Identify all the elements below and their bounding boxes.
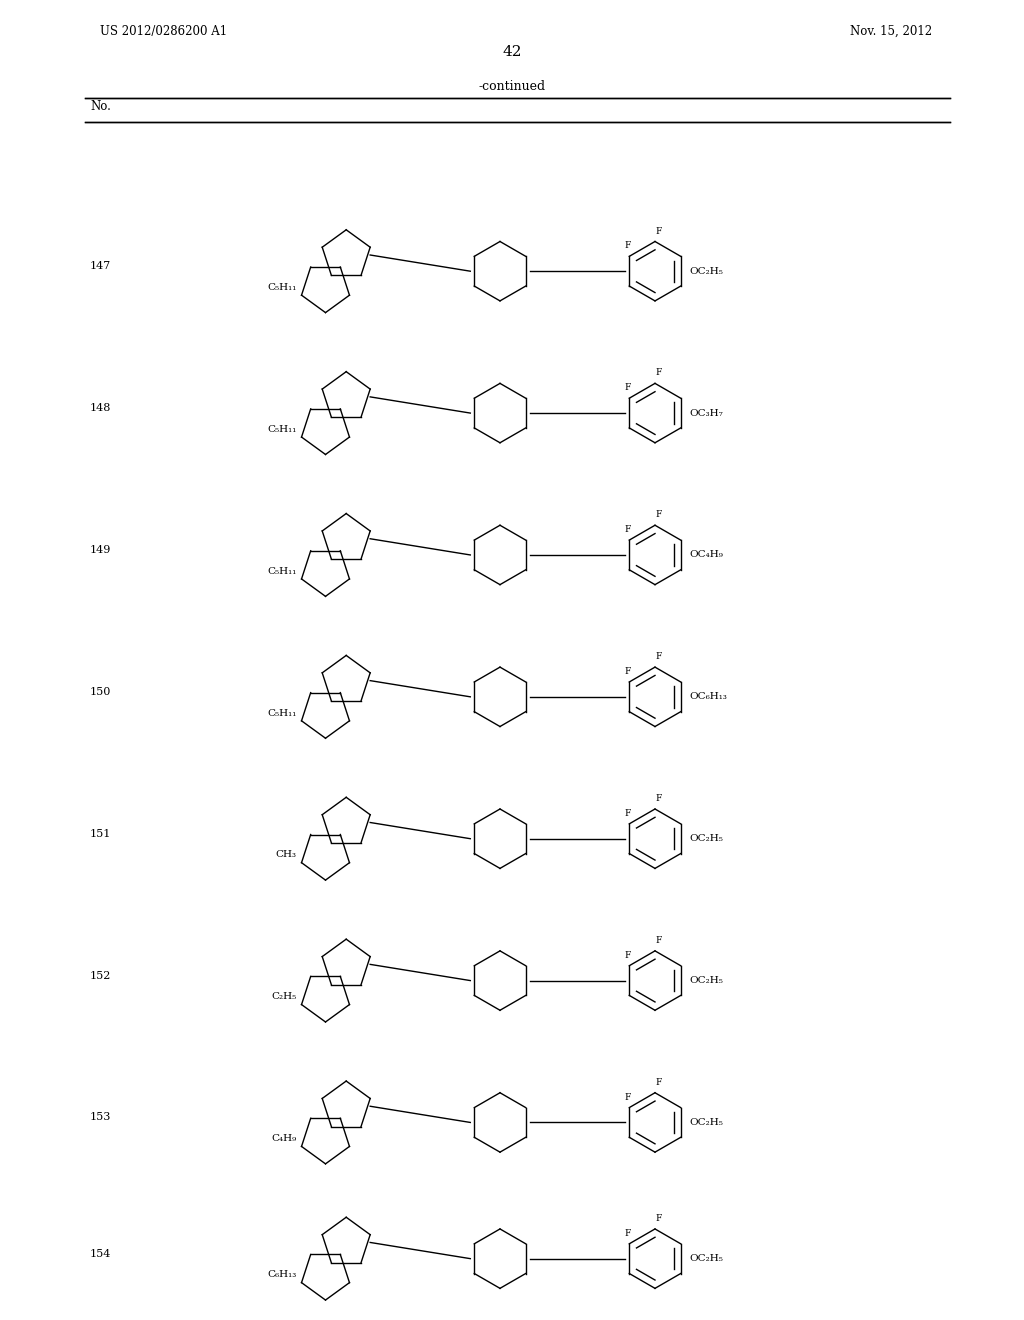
Text: OC₂H₅: OC₂H₅	[690, 267, 724, 276]
Text: C₆H₁₃: C₆H₁₃	[267, 1270, 297, 1279]
Text: Nov. 15, 2012: Nov. 15, 2012	[850, 25, 932, 38]
Text: OC₂H₅: OC₂H₅	[690, 975, 724, 985]
Text: C₄H₉: C₄H₉	[271, 1134, 297, 1143]
Text: 153: 153	[90, 1113, 112, 1122]
Text: F: F	[624, 950, 631, 960]
Text: No.: No.	[90, 100, 111, 114]
Text: 151: 151	[90, 829, 112, 838]
Text: OC₂H₅: OC₂H₅	[690, 1254, 724, 1263]
Text: F: F	[655, 227, 663, 235]
Text: CH₃: CH₃	[275, 850, 297, 859]
Text: F: F	[655, 795, 663, 803]
Text: F: F	[624, 1093, 631, 1102]
Text: C₅H₁₁: C₅H₁₁	[267, 709, 297, 718]
Text: 147: 147	[90, 261, 112, 271]
Text: 149: 149	[90, 545, 112, 554]
Text: F: F	[624, 667, 631, 676]
Text: OC₂H₅: OC₂H₅	[690, 1118, 724, 1127]
Text: F: F	[655, 652, 663, 661]
Text: 148: 148	[90, 403, 112, 413]
Text: F: F	[655, 1077, 663, 1086]
Text: OC₆H₁₃: OC₆H₁₃	[690, 692, 728, 701]
Text: 152: 152	[90, 970, 112, 981]
Text: F: F	[655, 368, 663, 378]
Text: 42: 42	[502, 45, 522, 59]
Text: F: F	[655, 1214, 663, 1222]
Text: C₅H₁₁: C₅H₁₁	[267, 566, 297, 576]
Text: 154: 154	[90, 1249, 112, 1259]
Text: F: F	[624, 525, 631, 535]
Text: US 2012/0286200 A1: US 2012/0286200 A1	[100, 25, 227, 38]
Text: F: F	[624, 809, 631, 818]
Text: F: F	[624, 1229, 631, 1238]
Text: OC₄H₉: OC₄H₉	[690, 550, 724, 560]
Text: F: F	[655, 511, 663, 519]
Text: F: F	[655, 936, 663, 945]
Text: F: F	[624, 242, 631, 251]
Text: C₅H₁₁: C₅H₁₁	[267, 425, 297, 434]
Text: 150: 150	[90, 686, 112, 697]
Text: C₅H₁₁: C₅H₁₁	[267, 282, 297, 292]
Text: -continued: -continued	[478, 81, 546, 92]
Text: OC₂H₅: OC₂H₅	[690, 834, 724, 843]
Text: OC₃H₇: OC₃H₇	[690, 409, 723, 417]
Text: C₂H₅: C₂H₅	[271, 993, 297, 1002]
Text: F: F	[624, 383, 631, 392]
